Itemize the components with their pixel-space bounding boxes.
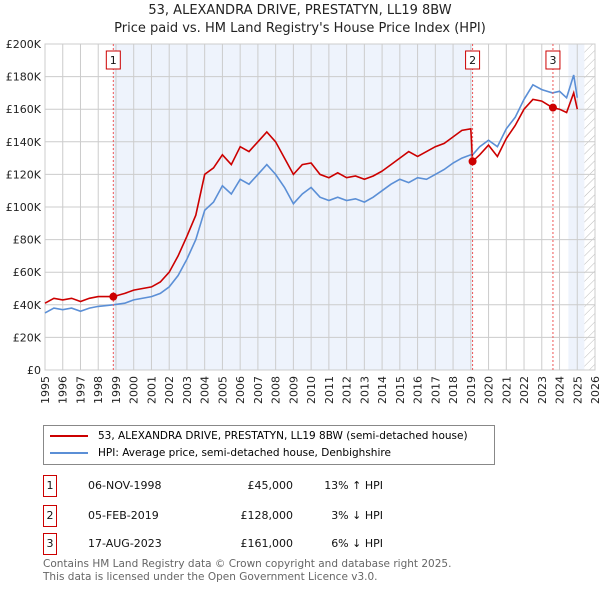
x-tick-label: 2002 (163, 376, 176, 404)
x-tick-label: 1995 (39, 376, 52, 404)
x-tick-label: 2008 (270, 376, 283, 404)
x-tick-label: 1996 (57, 376, 70, 404)
sale-hpi-diff: 13% ↑ HPI (324, 479, 383, 492)
hpi-line (44, 74, 579, 314)
sale-label-box (545, 50, 561, 70)
sale-label-box (465, 50, 481, 70)
y-tick-label: £120K (6, 168, 42, 181)
footer-licence: This data is licensed under the Open Gov… (43, 571, 378, 583)
x-tick-label: 2024 (554, 376, 567, 404)
sale-label-box (105, 50, 121, 70)
legend-item-hpi: HPI: Average price, semi-detached house,… (50, 446, 391, 460)
x-tick-label: 2018 (447, 376, 460, 404)
sale-row: 1 06-NOV-1998 £45,000 13% ↑ HPI (43, 475, 443, 497)
sale-date: 17-AUG-2023 (88, 537, 162, 550)
x-tick-label: 2016 (412, 376, 425, 404)
chart-plot: 1995 1996 1997 1998 1999 2000 2001 2002 2003 2004… (6, 38, 600, 404)
sale-marker-badge: 2 (43, 505, 57, 527)
sale-marker-badge: 3 (43, 533, 57, 555)
x-tick-label: 1997 (74, 376, 87, 404)
legend: 53, ALEXANDRA DRIVE, PRESTATYN, LL19 8BW… (43, 425, 495, 465)
sale-price: £161,000 (240, 537, 294, 550)
x-tick-label: 2006 (234, 376, 247, 404)
y-tick-label: £160K (6, 103, 42, 116)
y-tick-label: £180K (6, 71, 42, 84)
y-tick-label: £140K (6, 136, 42, 149)
sale-date: 06-NOV-1998 (88, 479, 162, 492)
y-tick-label: £100K (6, 201, 42, 214)
legend-item-property: 53, ALEXANDRA DRIVE, PRESTATYN, LL19 8BW… (50, 429, 468, 443)
footer: Contains HM Land Registry data © Crown c… (43, 558, 451, 584)
sale-point (468, 157, 477, 166)
x-tick-label: 2023 (536, 376, 549, 404)
x-tick-label: 2021 (500, 376, 513, 404)
x-tick-label: 2014 (376, 376, 389, 404)
y-tick-label: £80K (13, 234, 42, 247)
x-tick-label: 2015 (394, 376, 407, 404)
x-tick-label: 2004 (199, 376, 212, 404)
sale-row: 3 17-AUG-2023 £161,000 6% ↓ HPI (43, 533, 443, 555)
y-tick-label: £40K (13, 299, 42, 312)
x-tick-label: 2007 (252, 376, 265, 404)
sale-label: 3 (549, 54, 556, 67)
chart-subtitle: Price paid vs. HM Land Registry's House … (114, 21, 486, 36)
x-tick-label: 2012 (341, 376, 354, 404)
legend-swatch-red (50, 435, 88, 437)
sale-point (548, 103, 557, 112)
chart-title: 53, ALEXANDRA DRIVE, PRESTATYN, LL19 8BW (148, 3, 452, 18)
x-tick-label: 2013 (358, 376, 371, 404)
sale-label: 1 (110, 54, 117, 67)
x-tick-label: 2020 (483, 376, 496, 404)
price-paid-line (44, 90, 579, 304)
x-tick-label: 2010 (305, 376, 318, 404)
x-tick-label: 2009 (287, 376, 300, 404)
sale-price: £128,000 (240, 509, 294, 522)
x-tick-label: 2026 (589, 376, 600, 404)
x-tick-label: 2019 (465, 376, 478, 404)
legend-swatch-blue (50, 452, 88, 454)
legend-label: 53, ALEXANDRA DRIVE, PRESTATYN, LL19 8BW… (98, 430, 468, 442)
y-tick-label: £20K (13, 331, 42, 344)
x-tick-label: 1998 (92, 376, 105, 404)
sale-hpi-diff: 3% ↓ HPI (331, 509, 383, 522)
sale-marker-badge: 1 (43, 475, 57, 497)
y-tick-label: £0 (27, 364, 41, 377)
sale-row: 2 05-FEB-2019 £128,000 3% ↓ HPI (43, 505, 443, 527)
x-tick-label: 2017 (429, 376, 442, 404)
x-tick-label: 2005 (216, 376, 229, 404)
x-tick-label: 2003 (181, 376, 194, 404)
footer-copyright: Contains HM Land Registry data © Crown c… (43, 558, 452, 570)
x-tick-label: 1999 (110, 376, 123, 404)
sale-date: 05-FEB-2019 (88, 509, 159, 522)
y-tick-label: £200K (6, 38, 42, 51)
x-tick-label: 2022 (518, 376, 531, 404)
x-tick-label: 2001 (145, 376, 158, 404)
sale-label: 2 (469, 54, 476, 67)
sale-price: £45,000 (247, 479, 294, 492)
sale-point (109, 292, 118, 301)
legend-label: HPI: Average price, semi-detached house,… (98, 447, 391, 459)
x-tick-label: 2025 (571, 376, 584, 404)
sale-hpi-diff: 6% ↓ HPI (331, 537, 383, 550)
y-tick-label: £60K (13, 266, 42, 279)
x-tick-label: 2000 (128, 376, 141, 404)
plot-border (44, 43, 596, 371)
x-tick-label: 2011 (323, 376, 336, 404)
